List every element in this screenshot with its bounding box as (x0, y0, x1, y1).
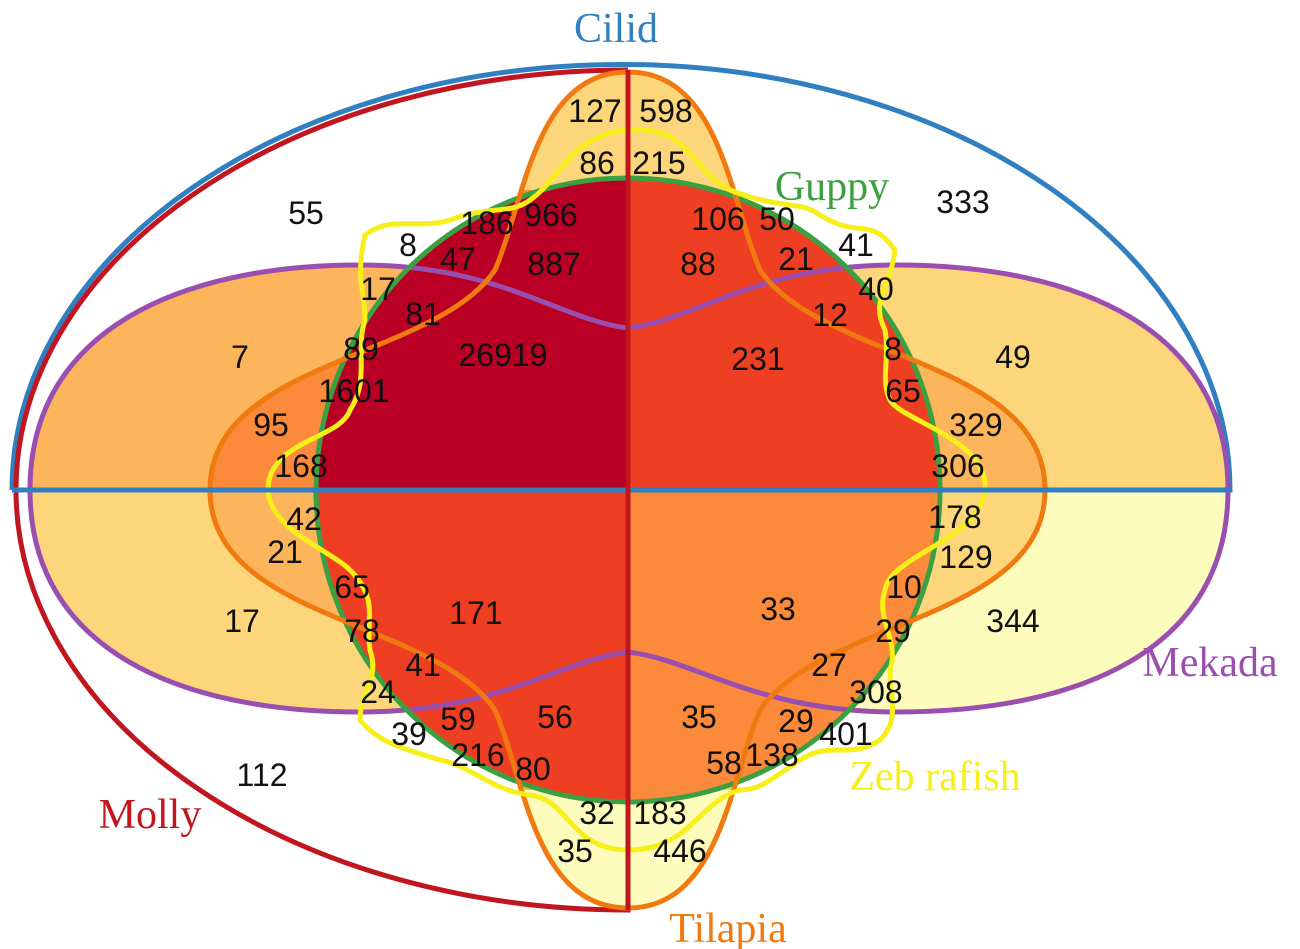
region-count: 24 (360, 674, 396, 710)
region-count: 966 (524, 197, 577, 233)
region-count: 50 (759, 201, 795, 237)
region-count: 333 (936, 184, 989, 220)
region-count: 186 (460, 205, 513, 241)
region-count: 47 (440, 241, 476, 277)
region-count: 41 (405, 647, 441, 683)
region-count: 88 (680, 246, 716, 282)
region-count: 89 (343, 331, 379, 367)
cilid-outline (9, 61, 1233, 493)
set-labels: Cilid Molly Guppy Mekada Tilapia Zeb raf… (99, 6, 1278, 949)
region-count: 65 (334, 569, 370, 605)
region-count: 171 (449, 595, 502, 631)
region-count: 344 (986, 603, 1039, 639)
region-count: 29 (778, 703, 814, 739)
region-count: 306 (931, 448, 984, 484)
region-count: 308 (849, 674, 902, 710)
set-label-cilid: Cilid (574, 6, 658, 52)
region-count: 231 (731, 341, 784, 377)
region-count: 8 (399, 227, 417, 263)
set-label-mekada: Mekada (1142, 640, 1278, 686)
region-count: 401 (819, 716, 872, 752)
region-count: 8 (884, 331, 902, 367)
region-count: 129 (939, 539, 992, 575)
region-count: 80 (515, 751, 551, 787)
region-count: 35 (557, 833, 593, 869)
region-count: 40 (858, 271, 894, 307)
core-bottom-right (628, 490, 940, 800)
region-count: 1601 (318, 373, 389, 409)
region-count: 65 (885, 373, 921, 409)
region-count: 17 (224, 603, 260, 639)
region-count: 127 (568, 93, 621, 129)
region-count: 17 (360, 271, 396, 307)
region-count: 106 (691, 201, 744, 237)
region-count: 78 (344, 613, 380, 649)
region-count: 112 (236, 757, 287, 793)
region-count: 26919 (459, 337, 548, 373)
region-count: 42 (286, 501, 322, 537)
core-top-left (316, 180, 628, 490)
set-outlines (9, 61, 1233, 913)
region-count: 32 (579, 795, 615, 831)
region-count: 183 (633, 795, 686, 831)
set-label-tilapia: Tilapia (669, 906, 787, 949)
region-count: 446 (653, 833, 706, 869)
region-count: 39 (391, 716, 427, 752)
region-count: 59 (440, 701, 476, 737)
region-count: 21 (778, 241, 814, 277)
region-count: 329 (949, 407, 1002, 443)
region-count: 10 (886, 569, 922, 605)
set-label-zebrafish: Zeb rafish (849, 754, 1020, 800)
region-count: 55 (288, 195, 324, 231)
region-count: 168 (274, 448, 327, 484)
region-count: 35 (681, 699, 717, 735)
region-count: 215 (632, 145, 685, 181)
region-count: 887 (527, 246, 580, 282)
region-count: 27 (811, 647, 847, 683)
region-count: 7 (231, 339, 249, 375)
region-count: 138 (745, 737, 798, 773)
region-count: 21 (267, 534, 303, 570)
region-count: 33 (760, 591, 796, 627)
region-counts: 127 598 86 215 966 186 106 50 41 333 55 … (224, 93, 1039, 869)
region-count: 216 (451, 737, 504, 773)
set-label-molly: Molly (99, 792, 202, 838)
region-count: 95 (253, 407, 289, 443)
core-bottom-left (316, 490, 628, 800)
region-count: 41 (838, 227, 874, 263)
region-count: 178 (928, 499, 981, 535)
region-count: 49 (995, 339, 1031, 375)
region-count: 81 (405, 296, 441, 332)
core-top-right (628, 180, 940, 490)
region-count: 598 (639, 93, 692, 129)
set-label-guppy: Guppy (775, 164, 889, 210)
region-count: 58 (706, 745, 742, 781)
region-count: 86 (579, 145, 615, 181)
molly-outline (13, 67, 631, 913)
region-count: 56 (537, 699, 573, 735)
region-count: 29 (875, 613, 911, 649)
region-count: 12 (812, 297, 848, 333)
